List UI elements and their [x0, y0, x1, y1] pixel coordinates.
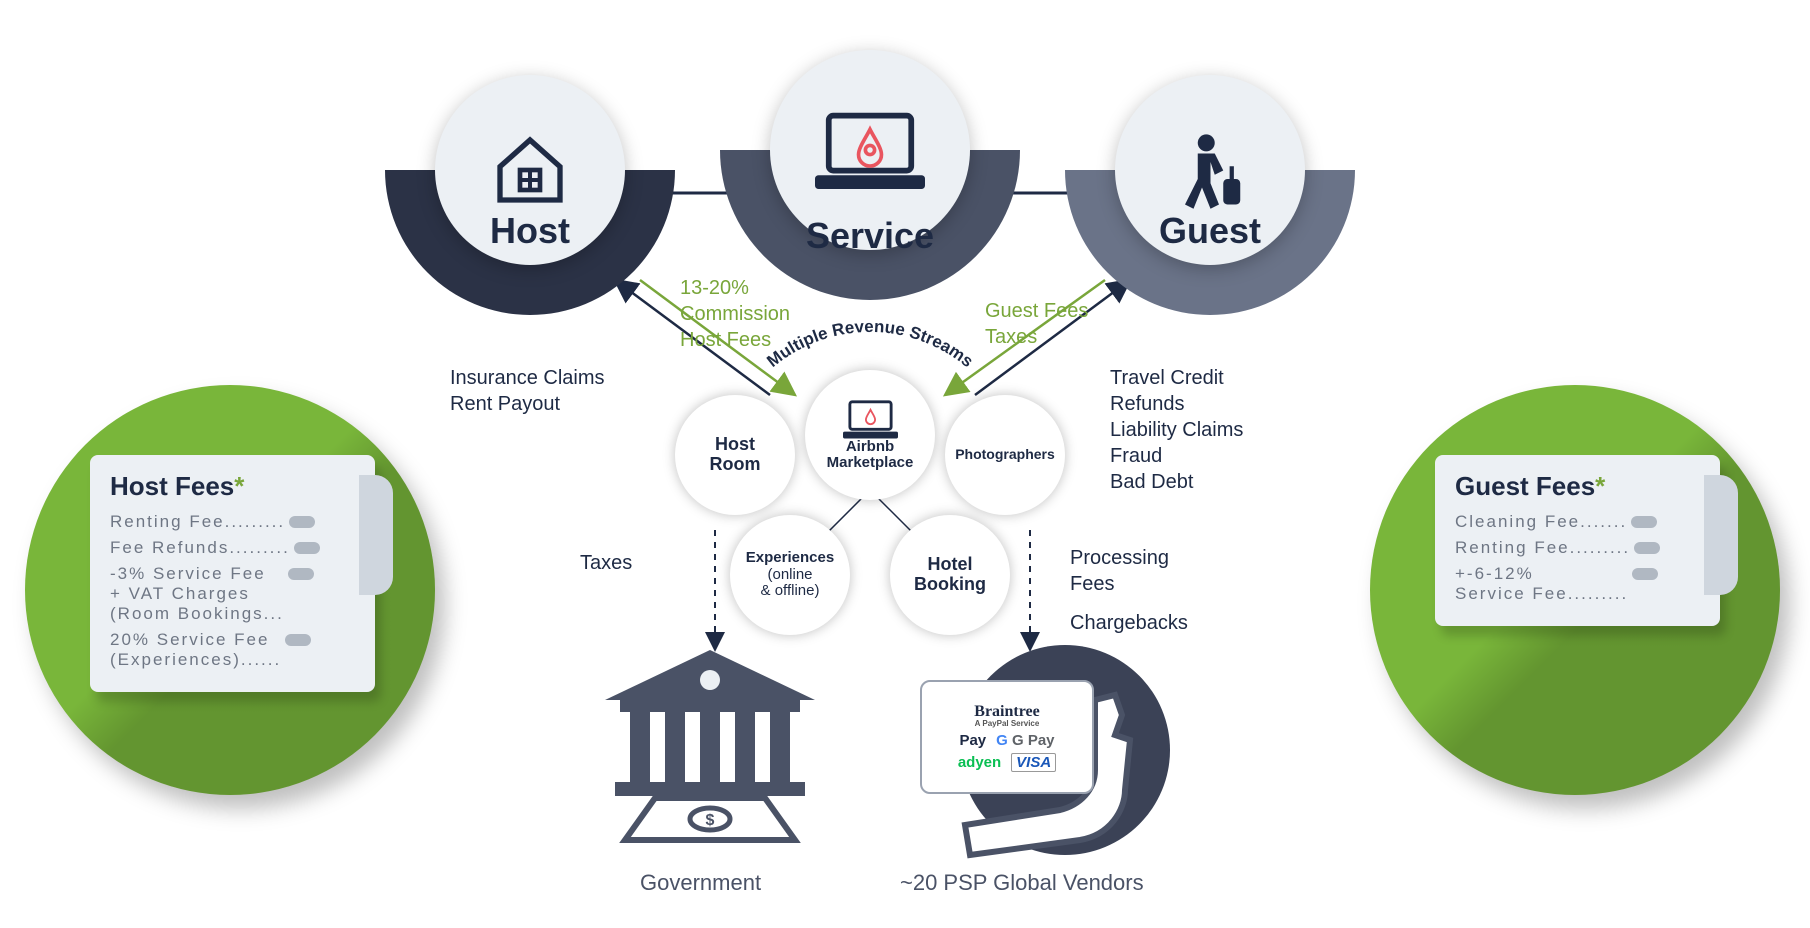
traveler-icon: [1168, 128, 1253, 213]
rev-photographers: Photographers: [945, 395, 1065, 515]
svg-text:$: $: [706, 812, 715, 829]
svg-text:Multiple Revenue Streams: Multiple Revenue Streams: [763, 317, 977, 371]
host-fee-item: Renting Fee.........: [110, 512, 355, 532]
psp-label: ~20 PSP Global Vendors: [900, 870, 1144, 896]
government-node: $: [585, 640, 835, 865]
rev-host-room: Host Room: [675, 395, 795, 515]
label-insurance-rent: Insurance Claims Rent Payout: [450, 365, 605, 417]
google-pay-logo: G G Pay: [996, 732, 1054, 749]
host-fee-item: 20% Service Fee (Experiences)......: [110, 630, 355, 670]
label-processing-fees: Processing Fees: [1070, 545, 1169, 597]
guest-fee-item: Cleaning Fee.......: [1455, 512, 1700, 532]
guest-fees-title: Guest Fees*: [1455, 471, 1700, 502]
rev-experiences: Experiences (online & offline): [730, 515, 850, 635]
diagram-stage: Multiple Revenue Streams Host Service Gu: [0, 0, 1810, 928]
house-icon: [490, 130, 570, 210]
revenue-arc-label: Multiple Revenue Streams: [763, 317, 977, 371]
government-building-icon: $: [585, 640, 835, 860]
host-fees-title: Host Fees*: [110, 471, 355, 502]
label-commission-fees: 13-20% Commission Host Fees: [680, 275, 790, 353]
government-label: Government: [640, 870, 761, 896]
laptop-airbnb-icon: [815, 110, 925, 190]
rev-hotel-booking: Hotel Booking: [890, 515, 1010, 635]
laptop-airbnb-icon-small: [843, 399, 898, 439]
guest-fee-item: +-6-12% Service Fee.........: [1455, 564, 1700, 604]
host-fee-item: Fee Refunds.........: [110, 538, 355, 558]
guest-label: Guest: [1110, 210, 1310, 252]
visa-logo: VISA: [1011, 753, 1056, 772]
label-guest-outflows: Travel Credit Refunds Liability Claims F…: [1110, 365, 1243, 495]
adyen-logo: adyen: [958, 754, 1001, 771]
label-taxes: Taxes: [580, 550, 632, 576]
host-label: Host: [430, 210, 630, 252]
label-guest-fees-taxes: Guest Fees Taxes: [985, 298, 1088, 350]
receipt-curl-icon: [1704, 475, 1738, 595]
guest-fees-receipt: Guest Fees* Cleaning Fee....... Renting …: [1435, 455, 1720, 626]
psp-card: Braintree A PayPal Service Pay G G Pay a…: [920, 680, 1094, 794]
apple-pay-logo: Pay: [959, 732, 986, 749]
label-chargebacks: Chargebacks: [1070, 610, 1188, 636]
braintree-sub: A PayPal Service: [975, 719, 1040, 728]
service-label: Service: [770, 215, 970, 257]
psp-node: Braintree A PayPal Service Pay G G Pay a…: [890, 640, 1210, 860]
rev-airbnb-marketplace: Airbnb Marketplace: [805, 370, 935, 500]
host-fees-receipt: Host Fees* Renting Fee......... Fee Refu…: [90, 455, 375, 692]
host-fee-item: -3% Service Fee + VAT Charges (Room Book…: [110, 564, 355, 624]
guest-fee-item: Renting Fee.........: [1455, 538, 1700, 558]
receipt-curl-icon: [359, 475, 393, 595]
